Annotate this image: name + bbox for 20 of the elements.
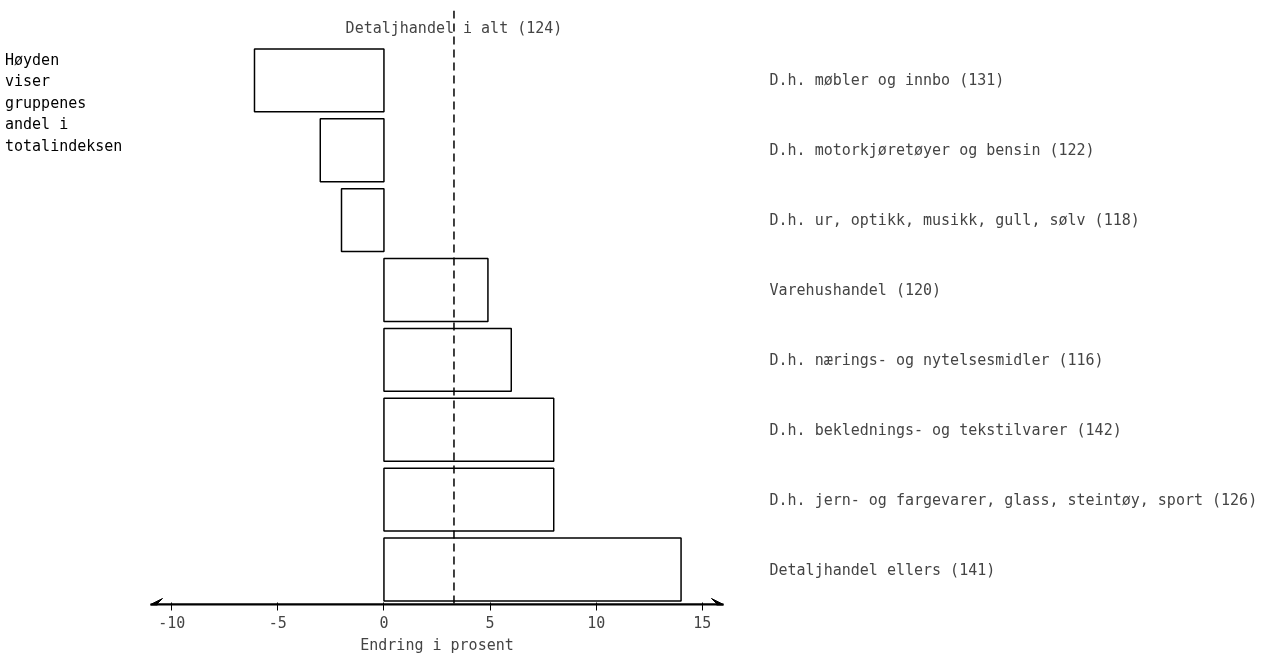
x-tick-label: 5: [485, 613, 495, 632]
y-tick-label: D.h. motorkjøretøyer og bensin (122): [769, 141, 1095, 160]
y-tick-label: D.h. ur, optikk, musikk, gull, sølv (118): [769, 211, 1140, 230]
x-tick-label: -10: [158, 613, 186, 632]
y-tick-label: D.h. møbler og innbo (131): [769, 71, 1005, 90]
y-tick-label: D.h. nærings- og nytelsesmidler (116): [769, 350, 1104, 369]
x-tick-label: 15: [693, 613, 712, 632]
y-tick-label: D.h. beklednings- og tekstilvarer (142): [769, 420, 1122, 439]
y-tick-label: D.h. jern- og fargevarer, glass, steintøy, sport (126): [769, 490, 1258, 509]
x-tick-label: 0: [379, 613, 389, 632]
ref-line-label: Detaljhandel i alt (124): [345, 19, 563, 38]
bar: [340, 187, 385, 253]
bar: [319, 118, 385, 183]
y-tick-label: Varehushandel (120): [769, 281, 942, 300]
bar: [253, 48, 385, 113]
y-tick-label: Detaljhandel ellers (141): [769, 560, 996, 579]
x-tick-label: 10: [587, 613, 606, 632]
x-tick-label: -5: [268, 613, 287, 632]
x-axis-title: Endring i prosent: [360, 635, 514, 654]
text: Høyden viser gruppenes andel i totalindeksen: [5, 50, 123, 157]
